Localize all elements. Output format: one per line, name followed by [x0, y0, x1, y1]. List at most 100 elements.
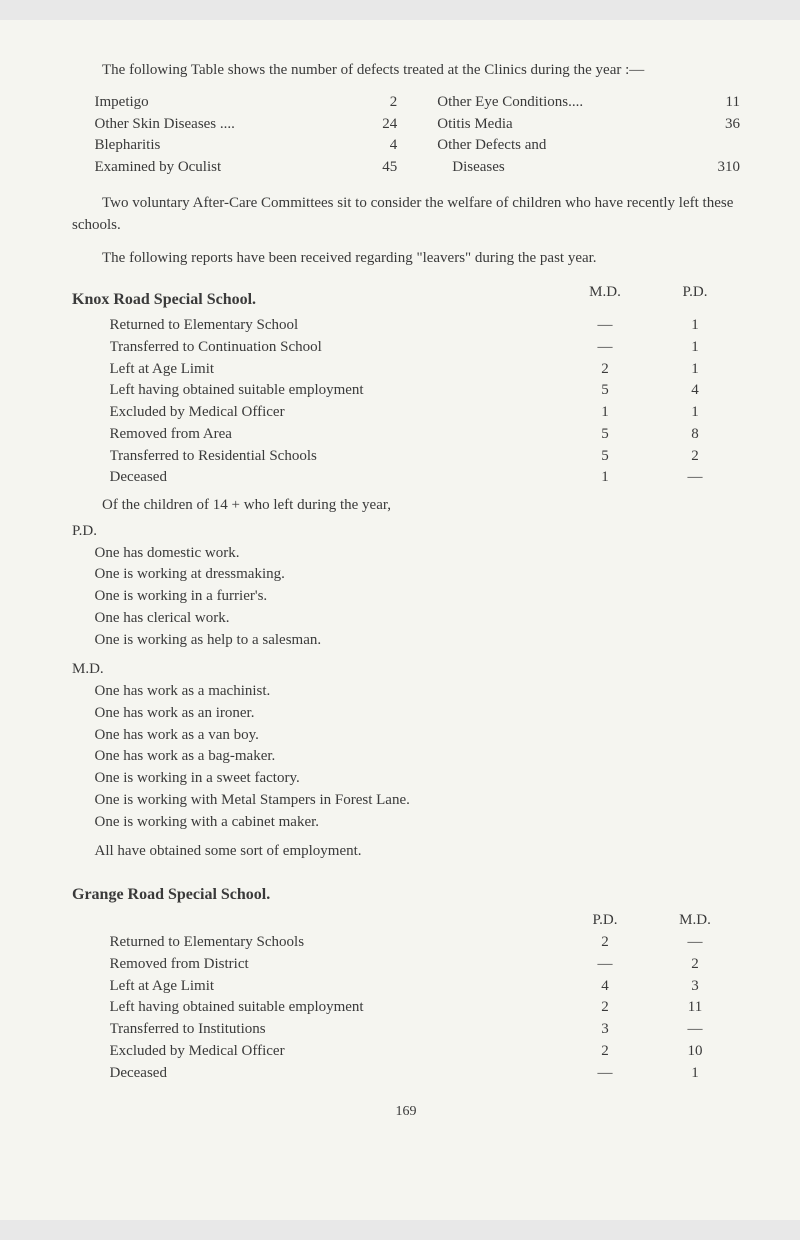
stat-row: Other Eye Conditions....11 [437, 92, 740, 114]
knox-section: Knox Road Special School. M.D. P.D. Retu… [72, 282, 740, 489]
intro-paragraph: The following Table shows the number of … [72, 60, 740, 82]
cell-pd: 4 [560, 976, 650, 998]
list-item: One is working in a sweet factory. [95, 768, 741, 790]
table-row: Removed from District—2 [110, 954, 741, 976]
header-spacer [72, 910, 560, 932]
document-page: The following Table shows the number of … [0, 20, 800, 1220]
cell-pd: 8 [650, 424, 740, 446]
md-label: M.D. [72, 659, 740, 681]
stat-row: Blepharitis 4 [95, 135, 398, 157]
list-item: One has work as a van boy. [95, 725, 741, 747]
table-row: Returned to Elementary School —1 [110, 315, 741, 337]
pd-label: P.D. [72, 521, 740, 543]
cell-md: — [650, 932, 740, 954]
table-row: Left at Age Limit43 [110, 976, 741, 998]
cell-pd: — [560, 954, 650, 976]
page-number: 169 [72, 1102, 740, 1122]
list-item: One has work as a bag-maker. [95, 746, 741, 768]
list-item: One is working in a furrier's. [95, 586, 741, 608]
stat-label: Other Defects and [437, 135, 546, 157]
body-paragraph: The following reports have been received… [72, 248, 740, 270]
grange-header-row: P.D. M.D. [72, 910, 740, 932]
stat-label: Otitis Media [437, 114, 512, 136]
stat-row: Impetigo 2 [95, 92, 398, 114]
grange-section: P.D. M.D. Returned to Elementary Schools… [72, 910, 740, 1084]
cell-md: 11 [650, 997, 740, 1019]
list-item: One has work as a machinist. [95, 681, 741, 703]
cell-pd: 2 [560, 932, 650, 954]
list-item: One has work as an ironer. [95, 703, 741, 725]
stat-label: Examined by Oculist [95, 157, 222, 179]
stat-row: Other Defects and [437, 135, 740, 157]
row-label: Returned to Elementary Schools [110, 932, 561, 954]
column-header-pd: P.D. [560, 910, 650, 932]
cell-pd: 1 [650, 402, 740, 424]
pd-list: One has domestic work. One is working at… [95, 543, 741, 652]
stat-value: 24 [357, 114, 397, 136]
column-header-md: M.D. [560, 282, 650, 315]
cell-pd: 2 [560, 1041, 650, 1063]
table-row: Transferred to Residential Schools 52 [110, 446, 741, 468]
list-item: One is working with Metal Stampers in Fo… [95, 790, 741, 812]
body-paragraph: Two voluntary After-Care Committees sit … [72, 193, 740, 237]
table-row: Deceased—1 [110, 1063, 741, 1085]
cell-pd: 1 [650, 315, 740, 337]
list-item: One has clerical work. [95, 608, 741, 630]
cell-md: 1 [560, 467, 650, 489]
stat-row: Otitis Media 36 [437, 114, 740, 136]
row-label: Removed from District [110, 954, 561, 976]
row-label: Left having obtained suitable employment [110, 997, 561, 1019]
stat-value: 310 [700, 157, 741, 179]
cell-md: 1 [560, 402, 650, 424]
row-label: Left having obtained suitable employment [110, 380, 561, 402]
cell-md: 10 [650, 1041, 740, 1063]
table-row: Returned to Elementary Schools2— [110, 932, 741, 954]
cell-pd: 1 [650, 337, 740, 359]
table-row: Removed from Area 58 [110, 424, 741, 446]
row-label: Deceased [110, 467, 561, 489]
row-label: Left at Age Limit [110, 976, 561, 998]
cell-md: 5 [560, 446, 650, 468]
stat-value: 36 [700, 114, 740, 136]
row-label: Transferred to Continuation School [110, 337, 561, 359]
list-item: One is working at dressmaking. [95, 564, 741, 586]
cell-pd: 1 [650, 359, 740, 381]
row-label: Excluded by Medical Officer [110, 402, 561, 424]
stat-value: 2 [357, 92, 397, 114]
column-header-pd: P.D. [650, 282, 740, 315]
cell-md: 2 [650, 954, 740, 976]
table-row: Left having obtained suitable employment… [110, 380, 741, 402]
knox-header-row: Knox Road Special School. M.D. P.D. [72, 282, 740, 315]
row-label: Returned to Elementary School [110, 315, 561, 337]
row-label: Transferred to Residential Schools [110, 446, 561, 468]
column-header-md: M.D. [650, 910, 740, 932]
defects-left-column: Impetigo 2 Other Skin Diseases .... 24 Bl… [95, 92, 398, 179]
stat-label: Other Skin Diseases .... [95, 114, 235, 136]
cell-md: — [560, 315, 650, 337]
row-label: Excluded by Medical Officer [110, 1041, 561, 1063]
table-row: Transferred to Institutions3— [110, 1019, 741, 1041]
stat-row: Examined by Oculist 45 [95, 157, 398, 179]
cell-md: 3 [650, 976, 740, 998]
row-label: Left at Age Limit [110, 359, 561, 381]
stat-label: Diseases [437, 157, 505, 179]
stat-label: Other Eye Conditions.... [437, 92, 583, 114]
list-item: One is working with a cabinet maker. [95, 812, 741, 834]
cell-pd: — [560, 1063, 650, 1085]
list-item: One has domestic work. [95, 543, 741, 565]
cell-pd: 4 [650, 380, 740, 402]
knox-subpara: Of the children of 14 + who left during … [72, 495, 740, 517]
stat-label: Blepharitis [95, 135, 161, 157]
table-row: Excluded by Medical Officer210 [110, 1041, 741, 1063]
knox-title: Knox Road Special School. [72, 288, 560, 311]
cell-md: 5 [560, 380, 650, 402]
cell-md: 5 [560, 424, 650, 446]
table-row: Deceased 1— [110, 467, 741, 489]
table-row: Excluded by Medical Officer 11 [110, 402, 741, 424]
stat-value: 45 [357, 157, 397, 179]
stat-row: Diseases 310 [437, 157, 740, 179]
stat-value [700, 135, 740, 157]
md-list: One has work as a machinist. One has wor… [95, 681, 741, 833]
cell-pd: 2 [650, 446, 740, 468]
cell-md: — [560, 337, 650, 359]
